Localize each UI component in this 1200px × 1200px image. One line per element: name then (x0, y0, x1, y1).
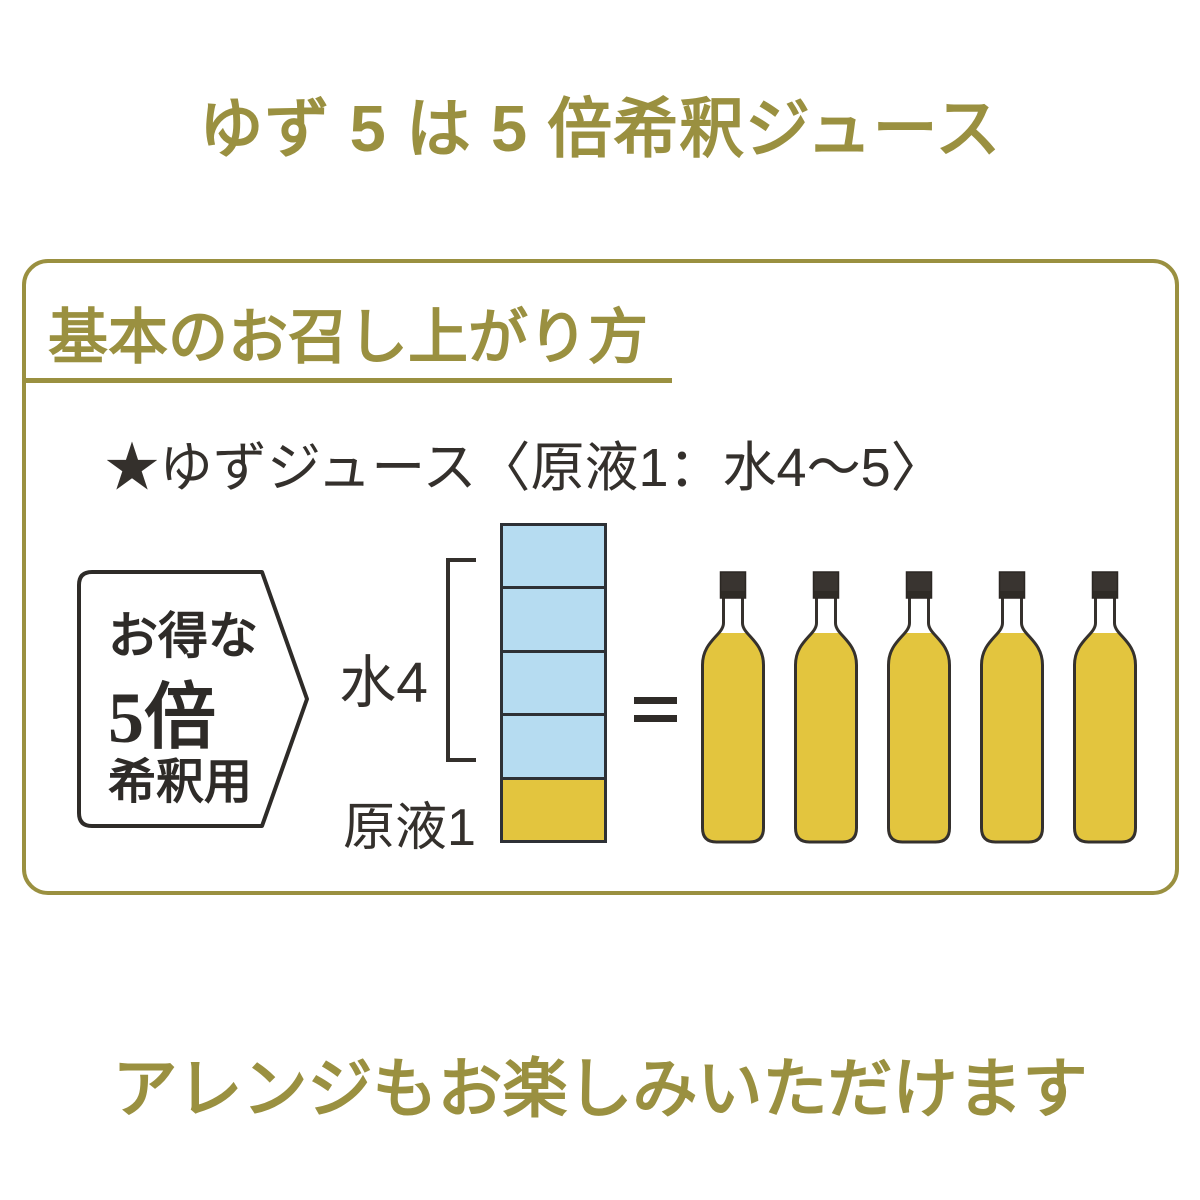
bottle-liquid (795, 597, 857, 842)
bottle-row (701, 571, 1137, 845)
bottle-liquid (888, 597, 950, 842)
dilution-badge: お得な 5倍 希釈用 (76, 570, 312, 832)
badge-line1: お得な (108, 608, 258, 664)
bottle-outline (1073, 595, 1137, 844)
instructions-panel: 基本のお召し上がり方 ★ゆずジュース〈原液1：水4〜5〉 お得な 5倍 希釈用 … (22, 259, 1179, 895)
water-cell (503, 526, 604, 587)
badge-line2: 5倍 (108, 678, 217, 758)
page-title: ゆず 5 は 5 倍希釈ジュース (198, 92, 1002, 165)
water-cell (503, 586, 604, 650)
water-cell (503, 713, 604, 777)
juice-bottle (887, 571, 951, 844)
juice-cell (503, 776, 604, 841)
bottle-outline (701, 595, 765, 844)
ratio-bar (500, 523, 607, 843)
footer-text: アレンジもお楽しみいただけます (112, 1052, 1088, 1125)
bottle-outline (887, 595, 951, 844)
bottle-liquid (702, 597, 764, 842)
juice-bottle (1073, 571, 1137, 844)
bottle-liquid (981, 597, 1043, 842)
water-bracket (446, 558, 476, 762)
juice-bottle (794, 571, 858, 844)
equals-icon (634, 715, 677, 722)
bottle-liquid (1074, 597, 1136, 842)
water-cell (503, 649, 604, 714)
juice-bottle (980, 571, 1044, 844)
heading-underline (26, 378, 672, 383)
water-ratio-label: 水4 (339, 651, 428, 715)
bottle-outline (794, 595, 858, 844)
badge-pointer-shape (77, 570, 309, 828)
panel-heading: 基本のお召し上がり方 (48, 304, 648, 371)
bottle-outline (980, 595, 1044, 844)
equals-icon (634, 697, 677, 704)
badge-line3: 希釈用 (108, 756, 253, 809)
juice-ratio-label: 原液1 (343, 799, 476, 857)
juice-bottle (701, 571, 765, 844)
recipe-line: ★ゆずジュース〈原液1：水4〜5〉 (105, 438, 945, 498)
